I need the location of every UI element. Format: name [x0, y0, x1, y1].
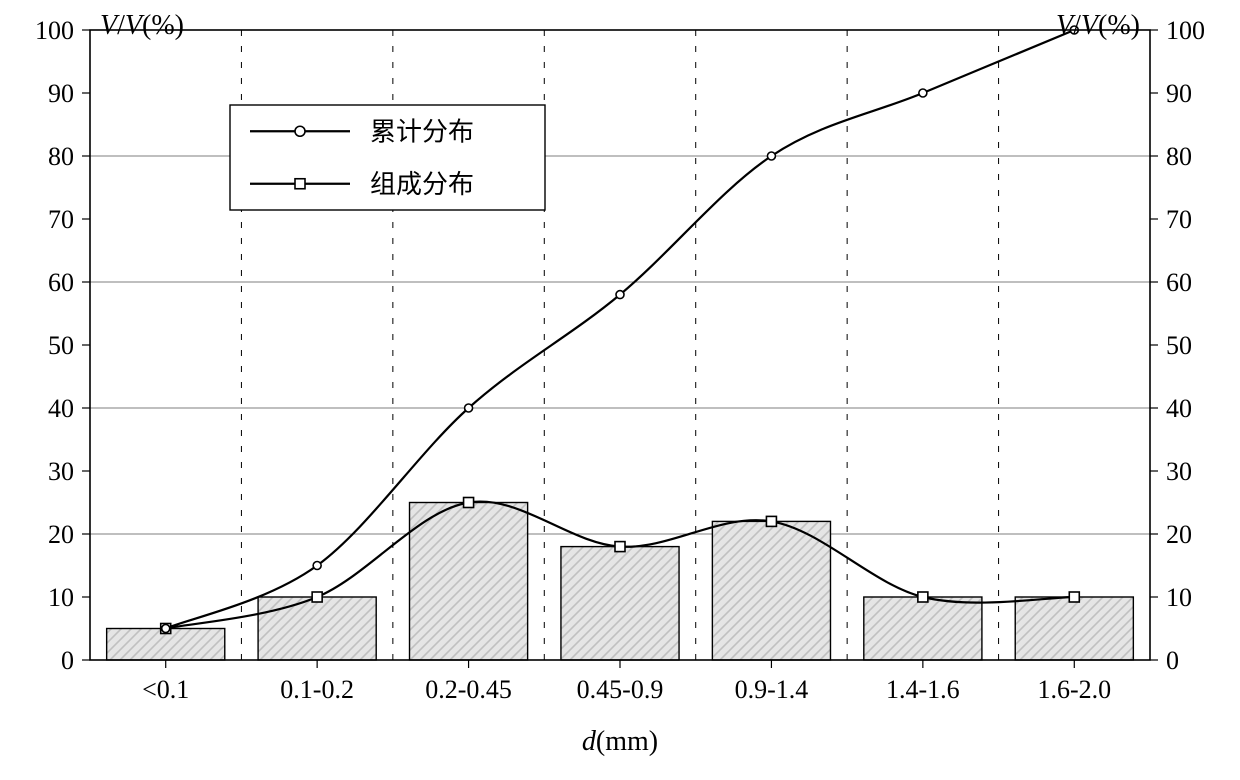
y-left-tick-label: 100 [35, 16, 74, 45]
y-right-tick-label: 70 [1166, 205, 1192, 234]
y-right-tick-label: 50 [1166, 331, 1192, 360]
bar [258, 597, 376, 660]
y-left-tick-label: 10 [48, 583, 74, 612]
composition-marker [918, 592, 928, 602]
y-right-tick-label: 20 [1166, 520, 1192, 549]
y-right-tick-label: 30 [1166, 457, 1192, 486]
x-tick-label: 0.1-0.2 [280, 675, 354, 704]
chart-svg: 0 0 10 10 20 20 30 30 40 40 50 50 60 60 70 70 80 80 90 90 10… [0, 0, 1240, 780]
cumulative-marker [616, 291, 624, 299]
y-right-tick-label: 40 [1166, 394, 1192, 423]
composition-marker [615, 542, 625, 552]
composition-marker [464, 498, 474, 508]
distribution-chart: 0 0 10 10 20 20 30 30 40 40 50 50 60 60 70 70 80 80 90 90 10… [0, 0, 1240, 780]
y-left-title: V/V(%) [100, 10, 184, 41]
composition-marker [312, 592, 322, 602]
y-right-tick-label: 0 [1166, 646, 1179, 675]
bar [561, 547, 679, 660]
x-tick-label: <0.1 [142, 675, 189, 704]
y-right-tick-label: 90 [1166, 79, 1192, 108]
y-left-tick-label: 70 [48, 205, 74, 234]
y-left-tick-label: 0 [61, 646, 74, 675]
composition-marker [1069, 592, 1079, 602]
legend-marker-square [295, 179, 305, 189]
legend-label: 累计分布 [370, 117, 474, 146]
y-right-tick-label: 60 [1166, 268, 1192, 297]
y-right-tick-label: 10 [1166, 583, 1192, 612]
cumulative-marker [919, 89, 927, 97]
cumulative-marker [465, 404, 473, 412]
y-left-tick-label: 30 [48, 457, 74, 486]
bar [864, 597, 982, 660]
y-left-tick-label: 80 [48, 142, 74, 171]
y-left-tick-label: 40 [48, 394, 74, 423]
bar [410, 503, 528, 661]
y-right-tick-label: 100 [1166, 16, 1205, 45]
y-right-tick-label: 80 [1166, 142, 1192, 171]
x-axis-title: d(mm) [582, 726, 658, 757]
legend-label: 组成分布 [370, 170, 474, 199]
x-tick-label: 0.45-0.9 [577, 675, 664, 704]
composition-marker [766, 516, 776, 526]
y-left-tick-label: 90 [48, 79, 74, 108]
y-left-tick-label: 50 [48, 331, 74, 360]
cumulative-marker [767, 152, 775, 160]
x-tick-label: 0.2-0.45 [425, 675, 512, 704]
cumulative-marker [313, 562, 321, 570]
cumulative-marker [162, 625, 170, 633]
bar [1015, 597, 1133, 660]
legend-marker-circle [295, 126, 305, 136]
x-tick-label: 0.9-1.4 [735, 675, 809, 704]
x-tick-label: 1.6-2.0 [1037, 675, 1111, 704]
y-left-tick-label: 60 [48, 268, 74, 297]
x-tick-label: 1.4-1.6 [886, 675, 960, 704]
bar [712, 521, 830, 660]
y-right-title: V/V(%) [1056, 10, 1140, 41]
y-left-tick-label: 20 [48, 520, 74, 549]
